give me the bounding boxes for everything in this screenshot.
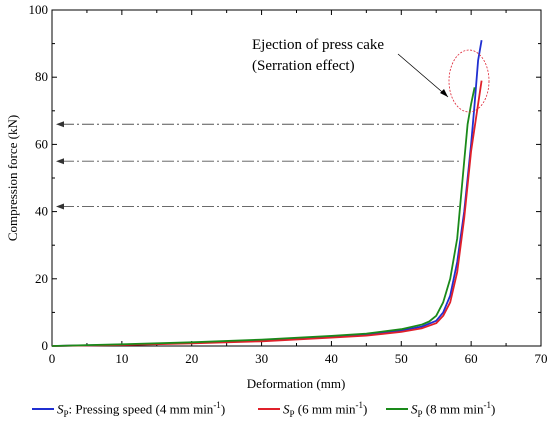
legend-item-4mm: SP: Pressing speed (4 mm min-1) xyxy=(32,400,225,419)
series-line-1 xyxy=(51,80,483,347)
annotation-line2: (Serration effect) xyxy=(252,58,355,74)
legend-end: ) xyxy=(220,401,226,417)
x-tick-label: 30 xyxy=(255,351,268,366)
x-tick-label: 40 xyxy=(325,351,338,366)
legend-sym: S xyxy=(283,401,290,417)
legend-sub: P xyxy=(417,408,423,419)
x-tick-label: 10 xyxy=(115,351,128,366)
legend-sup: -1 xyxy=(355,400,364,410)
y-tick-label: 60 xyxy=(35,136,48,151)
x-axis-label: Deformation (mm) xyxy=(247,376,346,391)
legend-label-6mm: SP (6 mm min-1) xyxy=(283,400,367,419)
legend-sub: P xyxy=(63,408,69,419)
x-axis-ticks: 0 10 20 30 40 50 60 70 xyxy=(49,10,548,366)
y-axis-label: Compression force (kN) xyxy=(5,115,20,241)
y-tick-label: 0 xyxy=(42,338,49,353)
y-tick-label: 80 xyxy=(35,69,48,84)
reference-arrowhead xyxy=(56,158,64,165)
series-line-0 xyxy=(51,40,483,347)
legend-item-6mm: SP (6 mm min-1) xyxy=(258,400,367,419)
x-tick-label: 0 xyxy=(49,351,56,366)
legend-sym: S xyxy=(411,401,418,417)
series-lines xyxy=(51,40,483,347)
x-tick-label: 60 xyxy=(465,351,478,366)
legend-text: (6 mm min xyxy=(294,401,356,417)
legend-label-4mm: SP: Pressing speed (4 mm min-1) xyxy=(57,400,225,419)
x-tick-label: 70 xyxy=(535,351,548,366)
serration-highlight-ellipse xyxy=(448,49,490,113)
annotation-arrowhead xyxy=(440,89,448,97)
y-tick-label: 20 xyxy=(35,271,48,286)
annotation-line1: Ejection of press cake xyxy=(252,37,384,53)
legend: SP: Pressing speed (4 mm min-1) SP (6 mm… xyxy=(0,398,550,420)
y-tick-label: 100 xyxy=(29,2,49,17)
reference-arrowhead xyxy=(56,121,64,128)
reference-arrowhead xyxy=(56,203,64,210)
legend-swatch-8mm xyxy=(386,408,408,411)
legend-sub: P xyxy=(289,408,295,419)
annotation-arrow xyxy=(397,53,449,98)
legend-end: ) xyxy=(491,401,496,417)
legend-sup: -1 xyxy=(483,400,492,410)
legend-item-8mm: SP (8 mm min-1) xyxy=(386,400,495,419)
legend-sup: -1 xyxy=(213,400,221,410)
legend-swatch-4mm xyxy=(32,408,54,411)
reference-lines xyxy=(56,121,462,210)
legend-sym: S xyxy=(57,401,64,417)
x-tick-label: 50 xyxy=(395,351,408,366)
legend-end: ) xyxy=(363,401,368,417)
series-line-2 xyxy=(51,87,476,347)
legend-swatch-6mm xyxy=(258,408,280,411)
y-axis-ticks: 0 20 40 60 80 100 xyxy=(29,2,541,353)
legend-text: : Pressing speed (4 mm min xyxy=(68,401,214,417)
x-tick-label: 20 xyxy=(185,351,198,366)
legend-text: (8 mm min xyxy=(422,401,484,417)
y-tick-label: 40 xyxy=(35,204,48,219)
legend-label-8mm: SP (8 mm min-1) xyxy=(411,400,495,419)
